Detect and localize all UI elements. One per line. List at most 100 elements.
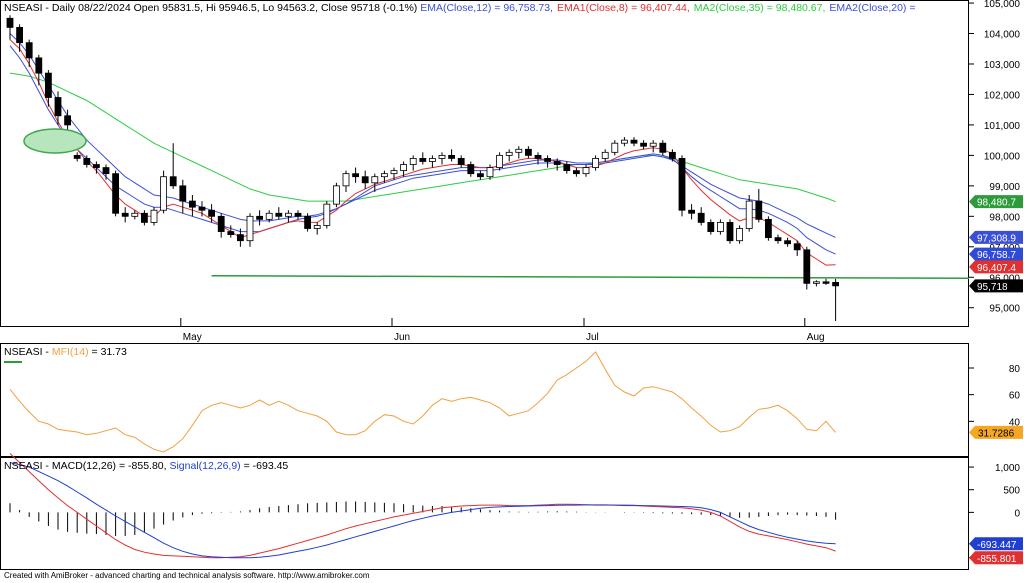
macd-tick-label: 500 xyxy=(1003,486,1020,497)
candle-body xyxy=(400,164,408,172)
candle-body xyxy=(304,215,312,229)
header-ema20: EMA2(Close,20) = xyxy=(829,2,915,14)
macd-value-tag-label: -693.447 xyxy=(977,540,1017,551)
mfi-panel xyxy=(0,343,969,457)
candle-body xyxy=(774,237,782,242)
candle-body xyxy=(332,185,340,205)
price-value-tag-label: 97,308.9 xyxy=(977,233,1016,244)
mfi-value-tag xyxy=(969,425,1023,439)
price-series-line xyxy=(9,33,836,238)
price-tick-label: 104,000 xyxy=(984,30,1021,41)
mfi-value-tags: 31.7286 xyxy=(969,425,1023,439)
candle-body xyxy=(217,215,225,232)
candle-body xyxy=(573,170,580,175)
candle-body xyxy=(640,142,647,147)
mfi-line xyxy=(9,351,836,453)
candle-body xyxy=(409,158,417,165)
price-tick-label: 99,000 xyxy=(989,182,1020,193)
candle-body xyxy=(457,158,465,165)
candle-body xyxy=(256,215,264,220)
candle-body xyxy=(198,206,206,211)
macd-value-tag xyxy=(969,537,1023,551)
candle-body xyxy=(611,142,619,153)
macd-tick-label: 0 xyxy=(1014,508,1020,519)
month-label: May xyxy=(183,332,202,343)
price-value-tags: 98,480.7 97,308.9 96,758.7 96,407.4 95,718 xyxy=(969,195,1023,293)
mfi-axis: 40 60 80 xyxy=(969,364,1020,428)
candle-body xyxy=(601,151,609,159)
candle-body xyxy=(659,142,667,153)
macd-value-tag xyxy=(969,551,1023,565)
candle-body xyxy=(726,222,734,242)
candle-body xyxy=(179,185,187,202)
header-ema8: EMA1(Close,8) = 96,407.44, xyxy=(557,2,690,14)
mfi-header-value: = 31.73 xyxy=(89,346,127,358)
price-tick-label: 105,000 xyxy=(984,0,1021,10)
mfi-tick-label: 40 xyxy=(1009,417,1021,428)
price-tick-label: 95,000 xyxy=(989,304,1020,315)
candle-body xyxy=(505,151,513,156)
price-value-tag-label: 96,407.4 xyxy=(977,263,1016,274)
price-tick-label: 98,000 xyxy=(989,212,1020,223)
mfi-header-ticker: NSEASI - xyxy=(4,346,52,358)
candle-body xyxy=(83,158,91,165)
candle-body xyxy=(784,240,791,245)
candle-body xyxy=(265,212,273,220)
macd-header-value: = -855.80, xyxy=(116,460,169,472)
macd-histogram xyxy=(9,501,837,536)
price-value-tag xyxy=(969,260,1023,274)
macd-series-line xyxy=(9,453,836,559)
candle-body xyxy=(371,176,379,184)
header-ma35: MA2(Close,35) = 98,480.67, xyxy=(694,2,826,14)
price-value-tag xyxy=(969,195,1023,209)
candle-body xyxy=(93,164,100,168)
candle-body xyxy=(25,42,33,59)
candle-body xyxy=(621,139,628,144)
candle-body xyxy=(275,212,283,217)
candle-body xyxy=(169,176,177,187)
macd-line-layer xyxy=(9,453,836,559)
candle-body xyxy=(515,148,523,153)
signal-header-name: Signal(12,26,9) xyxy=(169,460,240,472)
candle-body xyxy=(822,281,830,284)
candle-body xyxy=(448,154,456,159)
candle-body xyxy=(284,212,292,217)
candle-body xyxy=(765,218,772,239)
candle-body xyxy=(697,212,705,223)
candle-body xyxy=(73,154,81,159)
macd-series-line xyxy=(9,462,836,559)
candle-body xyxy=(188,200,196,208)
mfi-tick-label: 60 xyxy=(1009,391,1021,402)
price-tick-label: 103,000 xyxy=(984,60,1021,71)
candle-body xyxy=(717,222,724,232)
candle-body xyxy=(64,115,71,126)
price-tick-label: 96,000 xyxy=(989,273,1020,284)
candle-body xyxy=(313,225,321,229)
candle-body xyxy=(525,148,532,156)
month-label: Jul xyxy=(586,332,599,343)
candle-body xyxy=(131,212,139,217)
candle-body xyxy=(246,215,254,242)
candle-body xyxy=(563,164,571,172)
candle-body xyxy=(342,173,350,187)
signal-header-value: = -693.45 xyxy=(241,460,289,472)
mfi-tick-label: 80 xyxy=(1009,364,1021,375)
candle-body xyxy=(160,176,168,211)
candle-body xyxy=(419,158,427,162)
candle-body xyxy=(294,212,302,217)
candle-body xyxy=(102,167,110,175)
candle-body xyxy=(630,139,638,144)
candle-body xyxy=(236,234,244,242)
macd-value-tag-label: -855.801 xyxy=(977,554,1017,565)
month-label: Jun xyxy=(394,332,410,343)
candle-body xyxy=(16,27,24,44)
candle-body xyxy=(45,72,52,98)
price-header-desc: - Daily 08/22/2024 Open 95831.5, Hi 9594… xyxy=(43,2,421,14)
macd-tick-label: 1,000 xyxy=(995,463,1020,474)
candle-body xyxy=(553,161,561,165)
price-value-tag-label: 96,758.7 xyxy=(977,250,1016,261)
candle-body xyxy=(208,209,216,217)
support-line xyxy=(211,275,970,280)
macd-header-name: MACD(12,26) xyxy=(52,460,116,472)
